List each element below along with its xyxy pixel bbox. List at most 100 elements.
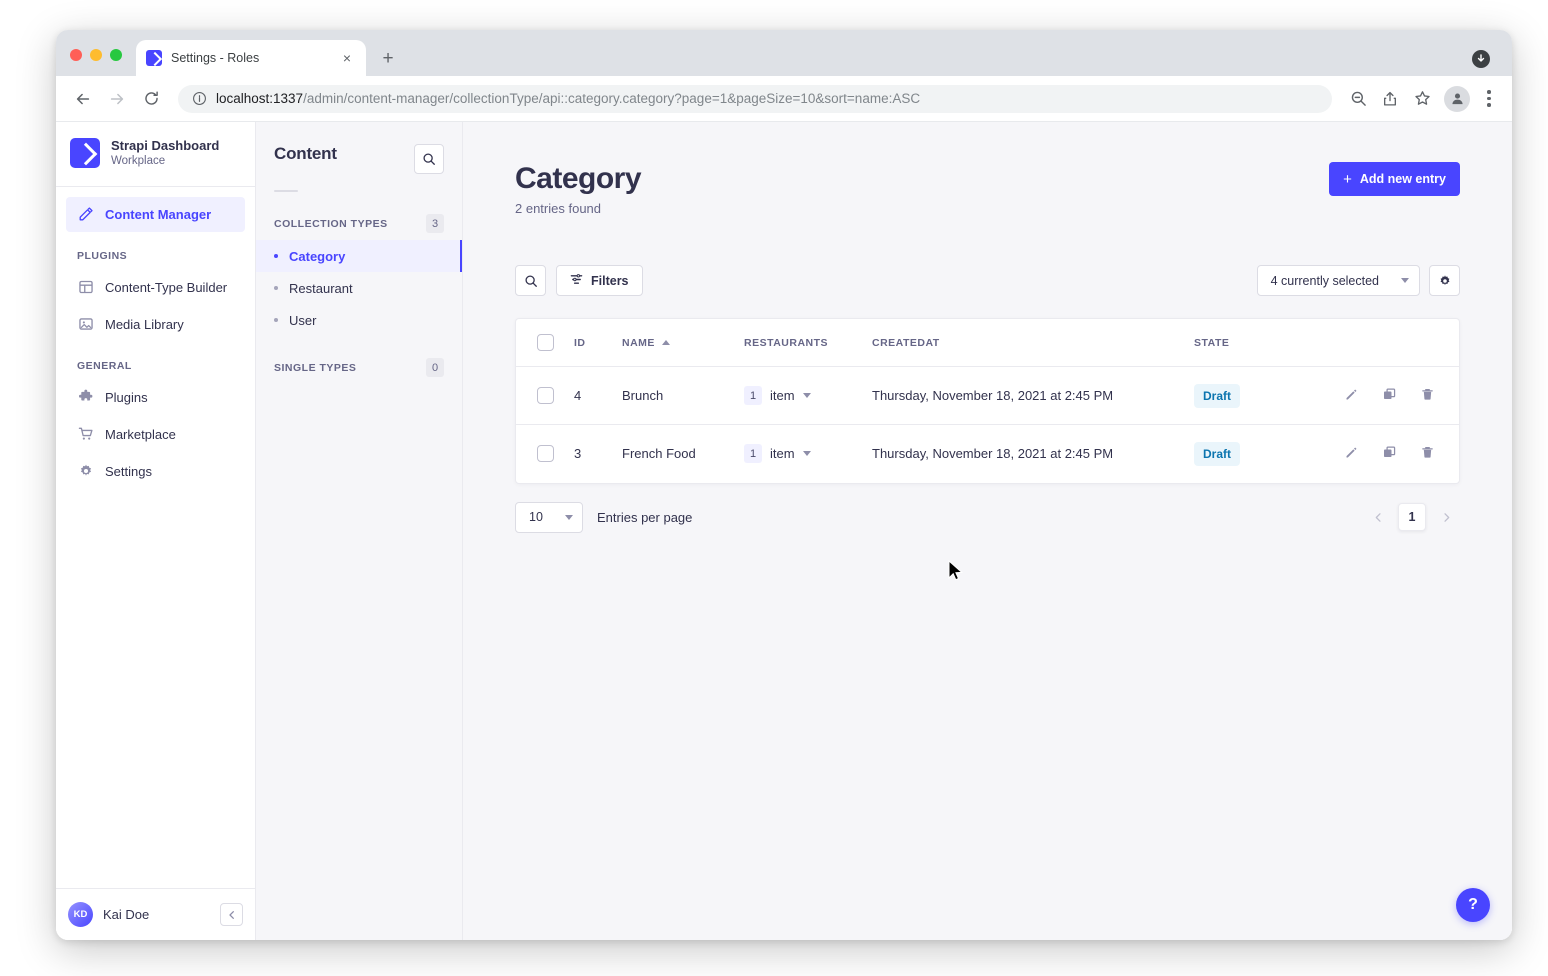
- single-types-label: SINGLE TYPES: [274, 361, 357, 374]
- add-new-entry-button[interactable]: + Add new entry: [1329, 162, 1460, 196]
- address-bar[interactable]: localhost:1337/admin/content-manager/col…: [178, 84, 1332, 113]
- browser-menu-icon[interactable]: [1478, 90, 1500, 107]
- edit-pencil-icon[interactable]: [1344, 387, 1359, 405]
- bookmark-star-icon[interactable]: [1408, 85, 1436, 113]
- view-settings-button[interactable]: [1429, 265, 1460, 296]
- table-header-row: ID NAME RESTAURANTS CREATEDAT STATE: [516, 319, 1459, 367]
- forward-button[interactable]: [102, 84, 132, 114]
- entries-count: 2 entries found: [515, 201, 602, 216]
- entries-table: ID NAME RESTAURANTS CREATEDAT STATE: [515, 318, 1460, 484]
- delete-trash-icon[interactable]: [1420, 387, 1435, 405]
- duplicate-icon[interactable]: [1382, 387, 1397, 405]
- sidebar-item-label: Content-Type Builder: [105, 279, 228, 295]
- sidebar-item-label: Media Library: [105, 316, 184, 332]
- select-all-checkbox[interactable]: [537, 334, 554, 351]
- user-name: Kai Doe: [103, 907, 150, 922]
- page-title: Category: [515, 162, 642, 195]
- brand-header[interactable]: Strapi Dashboard Workplace: [56, 122, 255, 187]
- chevron-down-icon[interactable]: [802, 451, 811, 457]
- cell-restaurants[interactable]: 1 item: [744, 425, 872, 483]
- sidebar-item-label: Content Manager: [105, 206, 212, 222]
- sort-ascending-icon: [661, 340, 670, 346]
- relation-label: item: [770, 446, 795, 462]
- image-icon: [77, 316, 94, 333]
- download-icon[interactable]: [1472, 50, 1490, 68]
- column-header-name-label: NAME: [622, 336, 655, 349]
- page-size-select[interactable]: 10: [515, 501, 583, 533]
- profile-avatar[interactable]: [1444, 85, 1470, 112]
- content-type-item-restaurant[interactable]: Restaurant: [256, 272, 462, 304]
- url-path: /admin/content-manager/collectionType/ap…: [303, 91, 921, 106]
- minimize-window-button[interactable]: [90, 49, 102, 61]
- share-icon[interactable]: [1376, 85, 1404, 113]
- sidebar-item-marketplace[interactable]: Marketplace: [66, 417, 245, 452]
- collection-types-count: 3: [426, 214, 444, 233]
- row-select-cell: [516, 366, 574, 425]
- row-select-cell: [516, 425, 574, 483]
- cell-name: French Food: [622, 446, 696, 462]
- status-badge: Draft: [1194, 383, 1241, 408]
- single-types-header: SINGLE TYPES 0: [256, 336, 462, 384]
- content-type-item-user[interactable]: User: [256, 304, 462, 336]
- zoom-out-icon[interactable]: [1344, 85, 1372, 113]
- brand-title: Strapi Dashboard: [111, 138, 220, 153]
- plus-icon: +: [1343, 170, 1352, 188]
- column-header-name[interactable]: NAME: [622, 319, 744, 367]
- sidebar-item-content-type-builder[interactable]: Content-Type Builder: [66, 270, 245, 305]
- strapi-logo-icon: [70, 138, 100, 169]
- column-header-actions: [1322, 319, 1459, 367]
- row-checkbox[interactable]: [537, 445, 554, 463]
- close-icon[interactable]: ×: [342, 50, 352, 66]
- edit-pencil-icon[interactable]: [1344, 445, 1359, 463]
- column-header-state[interactable]: STATE: [1194, 319, 1322, 367]
- content-type-label: Category: [289, 248, 346, 264]
- cell-createdat: Thursday, November 18, 2021 at 2:45 PM: [872, 366, 1194, 425]
- entries-per-page-label: Entries per page: [597, 509, 693, 525]
- sidebar-item-label: Plugins: [105, 389, 148, 405]
- add-new-entry-label: Add new entry: [1359, 172, 1446, 186]
- table-row[interactable]: 3 French Food 1 item Thursday, Nove: [516, 425, 1459, 483]
- chevron-down-icon[interactable]: [802, 393, 811, 398]
- sidebar-item-plugins[interactable]: Plugins: [66, 380, 245, 415]
- content-type-item-category[interactable]: Category: [256, 240, 462, 272]
- collection-types-label: COLLECTION TYPES: [274, 217, 388, 230]
- table-row[interactable]: 4 Brunch 1 item Thursday, November: [516, 366, 1459, 425]
- filters-button[interactable]: Filters: [556, 265, 643, 296]
- browser-tabstrip: Settings - Roles × +: [56, 30, 1512, 76]
- previous-page-button[interactable]: [1364, 503, 1392, 531]
- gear-icon: [1440, 274, 1449, 285]
- layout-icon: [77, 279, 94, 296]
- help-button[interactable]: ?: [1456, 888, 1490, 922]
- sidebar-item-media-library[interactable]: Media Library: [66, 307, 245, 342]
- column-header-restaurants[interactable]: RESTAURANTS: [744, 319, 872, 367]
- puzzle-icon: [77, 389, 94, 406]
- delete-trash-icon[interactable]: [1420, 445, 1435, 463]
- reload-button[interactable]: [136, 84, 166, 114]
- fields-select[interactable]: 4 currently selected: [1256, 265, 1420, 296]
- chevron-down-icon: [1401, 278, 1409, 283]
- sidebar-item-settings[interactable]: Settings: [66, 454, 245, 489]
- duplicate-icon[interactable]: [1382, 445, 1397, 463]
- maximize-window-button[interactable]: [110, 49, 122, 61]
- sidebar-item-content-manager[interactable]: Content Manager: [66, 196, 245, 232]
- brand-subtitle: Workplace: [111, 155, 166, 168]
- row-checkbox[interactable]: [537, 387, 554, 404]
- sidebar-user[interactable]: KD Kai Doe: [56, 888, 255, 940]
- site-info-icon[interactable]: [192, 91, 207, 106]
- content-type-label: User: [289, 312, 317, 328]
- back-button[interactable]: [68, 84, 98, 114]
- next-page-button[interactable]: [1432, 503, 1460, 531]
- cell-restaurants[interactable]: 1 item: [744, 366, 872, 425]
- relation-label: item: [770, 388, 795, 403]
- search-icon[interactable]: [414, 144, 444, 174]
- search-icon[interactable]: [515, 265, 546, 296]
- new-tab-button[interactable]: +: [382, 47, 394, 69]
- column-header-id[interactable]: ID: [574, 319, 622, 367]
- browser-tab[interactable]: Settings - Roles ×: [136, 40, 366, 76]
- close-window-button[interactable]: [70, 49, 82, 61]
- page-number-1[interactable]: 1: [1398, 503, 1426, 531]
- column-header-createdat[interactable]: CREATEDAT: [872, 319, 1194, 367]
- collapse-sidebar-button[interactable]: [220, 903, 243, 926]
- cell-actions: [1322, 425, 1459, 483]
